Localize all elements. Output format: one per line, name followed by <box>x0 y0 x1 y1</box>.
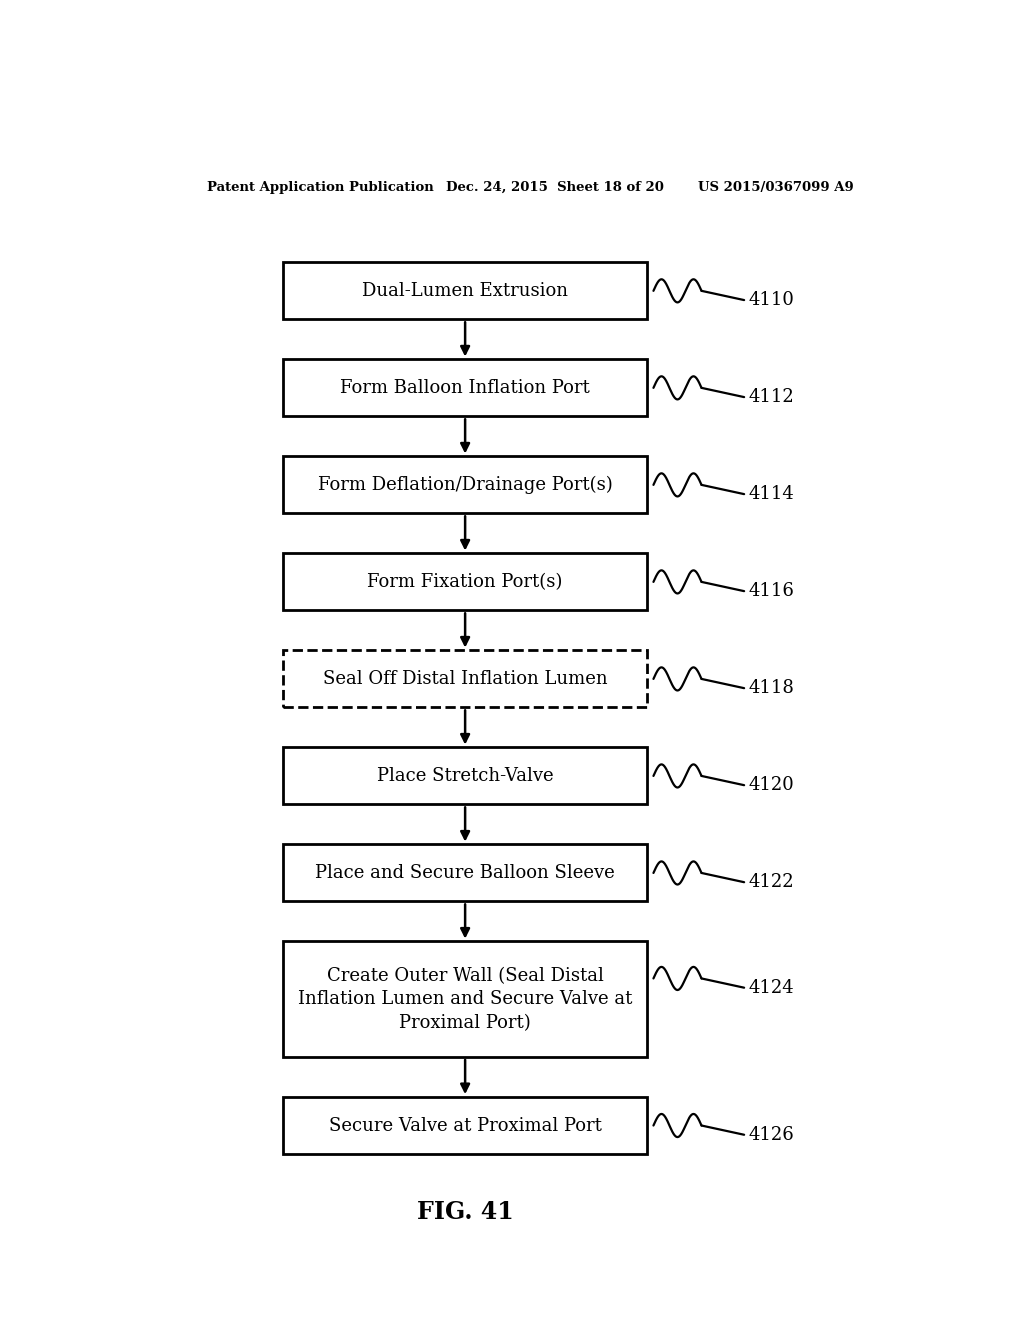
FancyBboxPatch shape <box>283 747 647 804</box>
FancyBboxPatch shape <box>283 845 647 902</box>
FancyBboxPatch shape <box>283 941 647 1057</box>
Text: 4124: 4124 <box>749 978 795 997</box>
Text: Secure Valve at Proximal Port: Secure Valve at Proximal Port <box>329 1117 601 1134</box>
Text: Seal Off Distal Inflation Lumen: Seal Off Distal Inflation Lumen <box>323 671 607 688</box>
FancyBboxPatch shape <box>283 263 647 319</box>
Text: 4116: 4116 <box>749 582 795 601</box>
FancyBboxPatch shape <box>283 359 647 416</box>
Text: 4126: 4126 <box>749 1126 795 1143</box>
Text: Form Fixation Port(s): Form Fixation Port(s) <box>368 573 563 591</box>
Text: 4122: 4122 <box>749 874 795 891</box>
Text: Place Stretch-Valve: Place Stretch-Valve <box>377 767 553 785</box>
FancyBboxPatch shape <box>283 457 647 513</box>
FancyBboxPatch shape <box>283 553 647 610</box>
Text: Dual-Lumen Extrusion: Dual-Lumen Extrusion <box>362 282 568 300</box>
Text: Create Outer Wall (Seal Distal
Inflation Lumen and Secure Valve at
Proximal Port: Create Outer Wall (Seal Distal Inflation… <box>298 966 632 1032</box>
FancyBboxPatch shape <box>283 1097 647 1154</box>
Text: 4110: 4110 <box>749 292 795 309</box>
Text: 4114: 4114 <box>749 486 795 503</box>
Text: FIG. 41: FIG. 41 <box>417 1200 513 1224</box>
Text: 4112: 4112 <box>749 388 795 407</box>
Text: Dec. 24, 2015  Sheet 18 of 20: Dec. 24, 2015 Sheet 18 of 20 <box>445 181 664 194</box>
Text: 4118: 4118 <box>749 680 795 697</box>
Text: Form Deflation/Drainage Port(s): Form Deflation/Drainage Port(s) <box>317 475 612 494</box>
Text: Form Balloon Inflation Port: Form Balloon Inflation Port <box>340 379 590 397</box>
Text: 4120: 4120 <box>749 776 795 795</box>
Text: US 2015/0367099 A9: US 2015/0367099 A9 <box>697 181 853 194</box>
Text: Patent Application Publication: Patent Application Publication <box>207 181 434 194</box>
Text: Place and Secure Balloon Sleeve: Place and Secure Balloon Sleeve <box>315 865 615 882</box>
FancyBboxPatch shape <box>283 651 647 708</box>
